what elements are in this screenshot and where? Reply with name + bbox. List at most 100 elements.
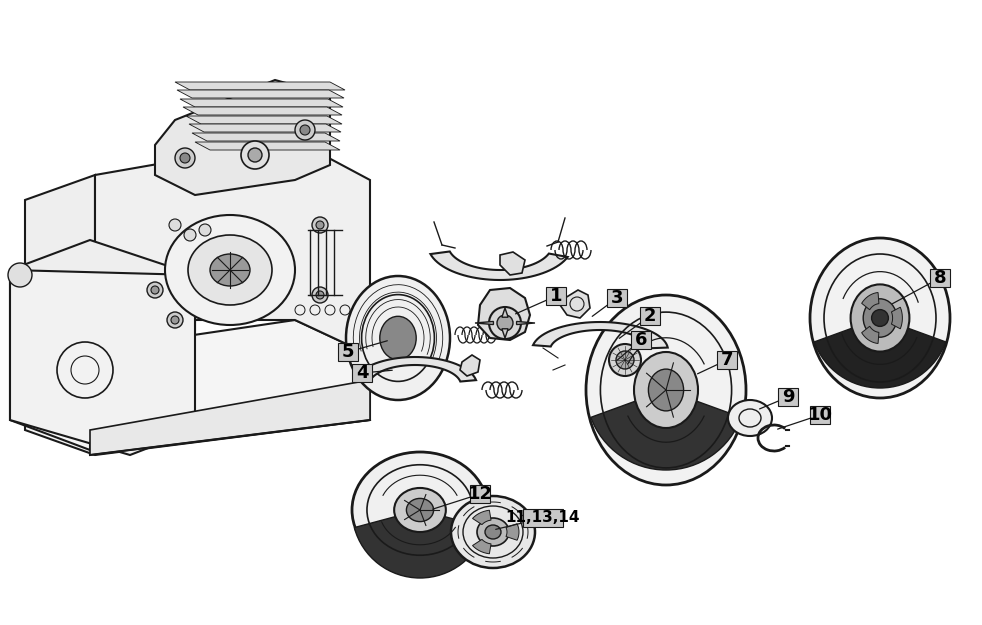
Ellipse shape — [477, 518, 509, 546]
Polygon shape — [472, 539, 491, 554]
Polygon shape — [10, 270, 195, 455]
Polygon shape — [502, 329, 508, 338]
Polygon shape — [892, 307, 902, 329]
Polygon shape — [478, 288, 530, 340]
Circle shape — [180, 153, 190, 163]
Circle shape — [175, 148, 195, 168]
Polygon shape — [175, 82, 345, 90]
Circle shape — [316, 291, 324, 299]
Text: 6: 6 — [634, 331, 647, 349]
Polygon shape — [95, 140, 370, 355]
Ellipse shape — [634, 352, 698, 428]
Polygon shape — [10, 270, 90, 450]
FancyBboxPatch shape — [607, 289, 627, 307]
Polygon shape — [533, 322, 668, 348]
Circle shape — [316, 221, 324, 229]
Ellipse shape — [346, 276, 450, 400]
Polygon shape — [25, 175, 95, 360]
Ellipse shape — [352, 452, 488, 568]
Ellipse shape — [863, 299, 897, 338]
FancyBboxPatch shape — [546, 287, 566, 305]
Ellipse shape — [407, 498, 434, 522]
Polygon shape — [500, 252, 525, 275]
Text: 7: 7 — [721, 351, 734, 369]
Ellipse shape — [485, 525, 501, 539]
Circle shape — [312, 217, 328, 233]
Ellipse shape — [188, 235, 272, 305]
Ellipse shape — [210, 254, 250, 286]
Ellipse shape — [586, 295, 746, 485]
Text: 9: 9 — [782, 388, 794, 406]
Polygon shape — [861, 292, 879, 310]
FancyBboxPatch shape — [640, 307, 660, 325]
Circle shape — [199, 224, 211, 236]
Polygon shape — [560, 290, 590, 318]
Circle shape — [295, 120, 315, 140]
Text: 1: 1 — [550, 287, 563, 305]
Circle shape — [300, 125, 310, 135]
Polygon shape — [517, 321, 535, 324]
FancyBboxPatch shape — [523, 509, 563, 527]
Polygon shape — [90, 380, 370, 455]
Polygon shape — [186, 116, 342, 124]
Circle shape — [609, 344, 641, 376]
Text: 3: 3 — [611, 289, 624, 307]
Polygon shape — [177, 90, 344, 98]
Circle shape — [184, 229, 196, 241]
Circle shape — [616, 351, 634, 369]
Text: 5: 5 — [342, 343, 355, 361]
Polygon shape — [25, 320, 370, 455]
Ellipse shape — [451, 496, 535, 568]
Wedge shape — [814, 318, 946, 388]
FancyBboxPatch shape — [352, 364, 372, 382]
Text: 12: 12 — [467, 485, 493, 503]
Polygon shape — [475, 321, 493, 324]
FancyBboxPatch shape — [338, 343, 358, 361]
Ellipse shape — [850, 284, 909, 352]
Circle shape — [171, 316, 179, 324]
Ellipse shape — [648, 369, 683, 411]
Polygon shape — [460, 355, 480, 376]
Text: 11,13,14: 11,13,14 — [506, 511, 580, 526]
FancyBboxPatch shape — [778, 388, 798, 406]
FancyBboxPatch shape — [930, 269, 950, 287]
Circle shape — [147, 282, 163, 298]
Ellipse shape — [810, 238, 950, 398]
Ellipse shape — [165, 215, 295, 325]
Circle shape — [248, 148, 262, 162]
FancyBboxPatch shape — [717, 351, 737, 369]
Ellipse shape — [380, 316, 416, 360]
Ellipse shape — [728, 400, 772, 436]
Polygon shape — [861, 326, 879, 344]
Polygon shape — [356, 357, 476, 381]
Circle shape — [241, 141, 269, 169]
Wedge shape — [591, 390, 741, 470]
Polygon shape — [506, 524, 518, 540]
Circle shape — [8, 263, 32, 287]
FancyBboxPatch shape — [810, 406, 830, 424]
Circle shape — [497, 315, 513, 331]
Circle shape — [169, 219, 181, 231]
Circle shape — [872, 309, 889, 326]
Polygon shape — [472, 510, 491, 524]
Ellipse shape — [394, 488, 446, 532]
Wedge shape — [355, 510, 486, 578]
Polygon shape — [155, 80, 330, 195]
Polygon shape — [192, 133, 340, 141]
Text: 2: 2 — [644, 307, 656, 325]
Polygon shape — [502, 308, 508, 318]
Polygon shape — [183, 107, 342, 115]
Text: 4: 4 — [355, 364, 368, 382]
FancyBboxPatch shape — [631, 331, 651, 349]
Text: 8: 8 — [934, 269, 947, 287]
Polygon shape — [430, 251, 568, 280]
FancyBboxPatch shape — [470, 485, 490, 503]
Polygon shape — [10, 240, 195, 330]
Polygon shape — [180, 99, 343, 107]
Circle shape — [151, 286, 159, 294]
Circle shape — [489, 307, 521, 339]
Polygon shape — [189, 124, 341, 132]
Circle shape — [167, 312, 183, 328]
Text: 10: 10 — [807, 406, 833, 424]
Polygon shape — [195, 142, 340, 150]
